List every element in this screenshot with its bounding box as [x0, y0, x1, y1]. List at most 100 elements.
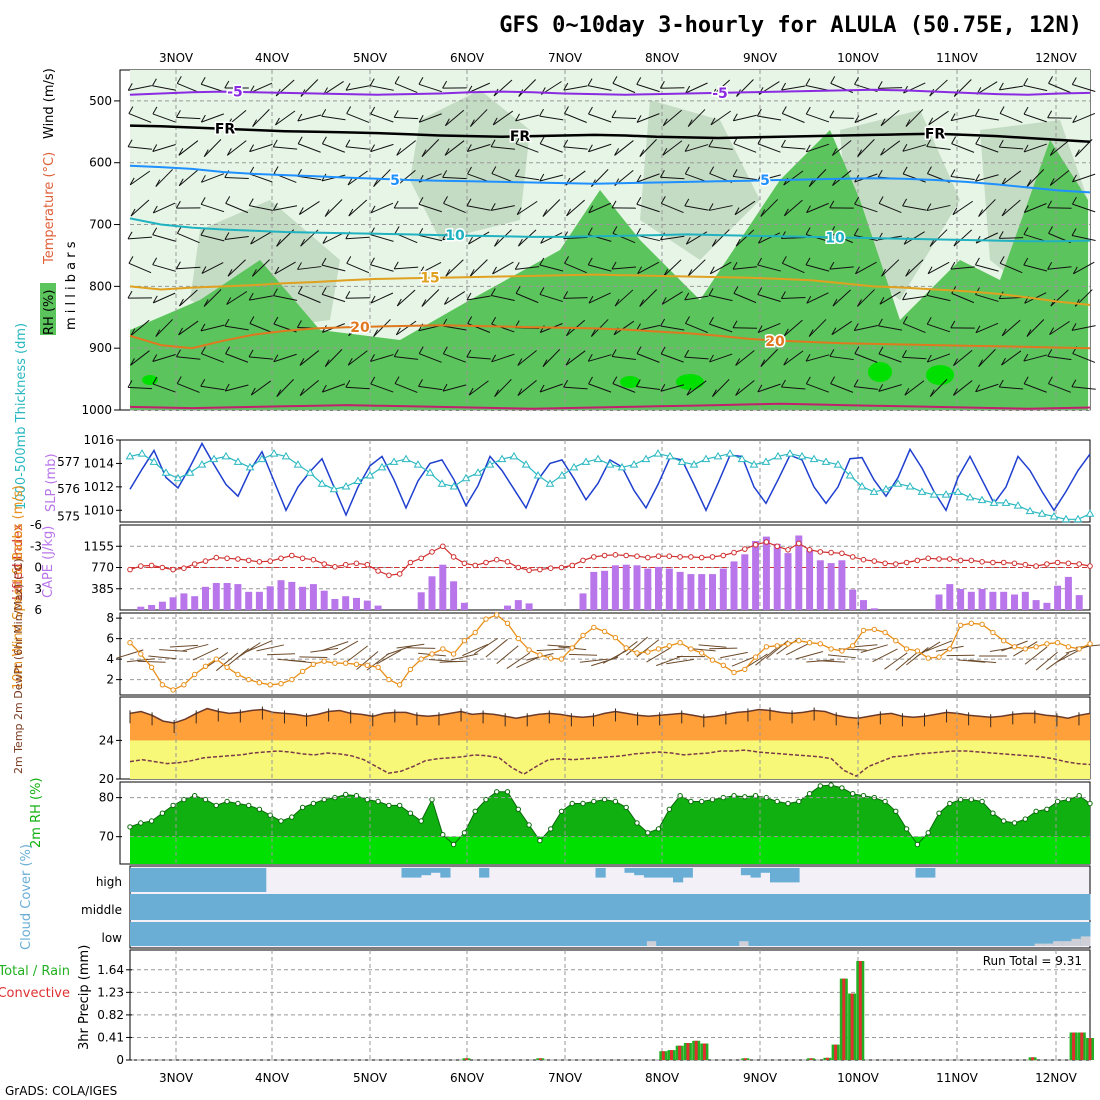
- cloud-middle-cell: [211, 894, 220, 920]
- wind10m-point: [278, 681, 284, 687]
- wind-barb: [636, 173, 660, 183]
- cloud-high-cell: [682, 868, 693, 878]
- wind10m-barb: [957, 659, 986, 663]
- wind-barb: [348, 199, 368, 217]
- thickness-point: [401, 454, 411, 463]
- wind-barb: [494, 229, 512, 247]
- cloud-low-cell: [517, 922, 528, 946]
- wind-barb: [880, 140, 901, 156]
- wind10m-point: [343, 660, 349, 666]
- wind-barb-flag: [975, 325, 981, 333]
- wind10m-point: [990, 629, 996, 636]
- wind-barb-flag: [490, 288, 496, 296]
- wind-barb: [201, 353, 224, 363]
- cloud-low-cell: [342, 922, 352, 946]
- wind-barb: [249, 323, 273, 333]
- wind-barb: [708, 146, 733, 150]
- wind10m-point: [159, 682, 166, 688]
- wind10m-point: [634, 650, 640, 656]
- cloud-middle-cell: [831, 894, 840, 920]
- cloud-low-cell: [702, 922, 712, 946]
- cloud-low-cell: [434, 922, 445, 946]
- cape-bar: [255, 591, 263, 610]
- wind-barb-flag: [249, 316, 255, 324]
- thickness-point: [377, 462, 387, 471]
- cloud-middle-cell: [853, 894, 862, 920]
- wind-barb-flag: [200, 346, 206, 354]
- rh2m-point: [159, 810, 166, 816]
- cloud-low-cell: [157, 922, 168, 946]
- wind-barb: [200, 385, 225, 391]
- wind-barb: [781, 386, 806, 390]
- rh2m-point: [806, 791, 813, 797]
- wind-barb-flag: [612, 376, 618, 384]
- wind10m-barb: [884, 652, 908, 670]
- cloud-middle-cell: [772, 894, 781, 920]
- y-tick-label: 1016: [83, 433, 114, 447]
- cloud-middle-cell: [861, 894, 869, 920]
- cape-bar: [148, 605, 156, 610]
- cloud-middle-cell: [189, 894, 197, 920]
- wind-barb-flag: [224, 80, 230, 89]
- cape-bar: [676, 571, 684, 610]
- wind-barb: [805, 85, 830, 91]
- wind-barb-flag: [978, 359, 984, 367]
- cloud-middle-cell: [765, 894, 773, 920]
- wind-barb-flag: [296, 320, 302, 328]
- wind-barb: [249, 295, 273, 301]
- wind-barb: [274, 261, 296, 275]
- wind-barb-flag: [853, 379, 859, 387]
- wind-barb-flag: [735, 358, 741, 366]
- wind-barb: [1049, 140, 1070, 156]
- cloud-middle-cell: [610, 894, 618, 920]
- wind10m-point: [688, 646, 694, 652]
- thickness-point: [137, 449, 147, 457]
- rh2m-point: [504, 789, 511, 795]
- wind-barb: [757, 294, 781, 302]
- rh2m-point: [925, 830, 931, 836]
- wind-barb-flag: [805, 144, 811, 153]
- wind-barb: [396, 169, 416, 187]
- wind-barb: [854, 203, 878, 213]
- wind-barb: [757, 322, 781, 334]
- li-tick-label: 0: [34, 561, 42, 575]
- precip-total-label: Total / Rain: [0, 964, 70, 979]
- wind-barb-flag: [514, 169, 520, 177]
- wind-barb-flag: [252, 119, 258, 127]
- cape-bar: [806, 549, 814, 610]
- lifted-index-point: [461, 560, 468, 567]
- wind-barb-flag: [830, 76, 836, 84]
- wind-barb: [347, 350, 368, 366]
- cloud-low-cell: [831, 922, 842, 946]
- cloud-high-cell: [159, 868, 170, 892]
- wind-barb-flag: [1072, 196, 1077, 205]
- cloud-middle-cell: [905, 894, 914, 920]
- isotherm-label: 10: [445, 228, 465, 244]
- wind10m-barb: [698, 644, 727, 648]
- wind-barb-flag: [808, 179, 814, 187]
- wind-barb-flag: [902, 144, 908, 152]
- wind-axis-label: Wind (m/s): [42, 68, 57, 139]
- wind-barb: [588, 113, 612, 123]
- wind-barb: [539, 264, 564, 272]
- wind-barb: [708, 294, 733, 302]
- cape-bar: [709, 574, 716, 610]
- wind-barb: [491, 295, 515, 301]
- wind-barb: [491, 353, 515, 363]
- wind-barb: [518, 229, 537, 247]
- wind-barb-flag: [249, 144, 255, 152]
- lifted-index-point: [569, 562, 576, 569]
- cloud-middle-cell: [550, 894, 559, 920]
- cloud-middle-cell: [809, 894, 818, 920]
- wind10m-barb: [625, 636, 649, 656]
- wind10m-barb: [827, 654, 856, 659]
- cloud-middle-cell: [1038, 894, 1047, 920]
- wind-barb: [905, 109, 924, 127]
- wind10m-barb: [860, 644, 888, 653]
- lifted-index-point: [796, 540, 802, 547]
- wind-barb-flag: [950, 261, 956, 270]
- thickness-point: [977, 495, 987, 504]
- wind10m-point: [699, 650, 705, 656]
